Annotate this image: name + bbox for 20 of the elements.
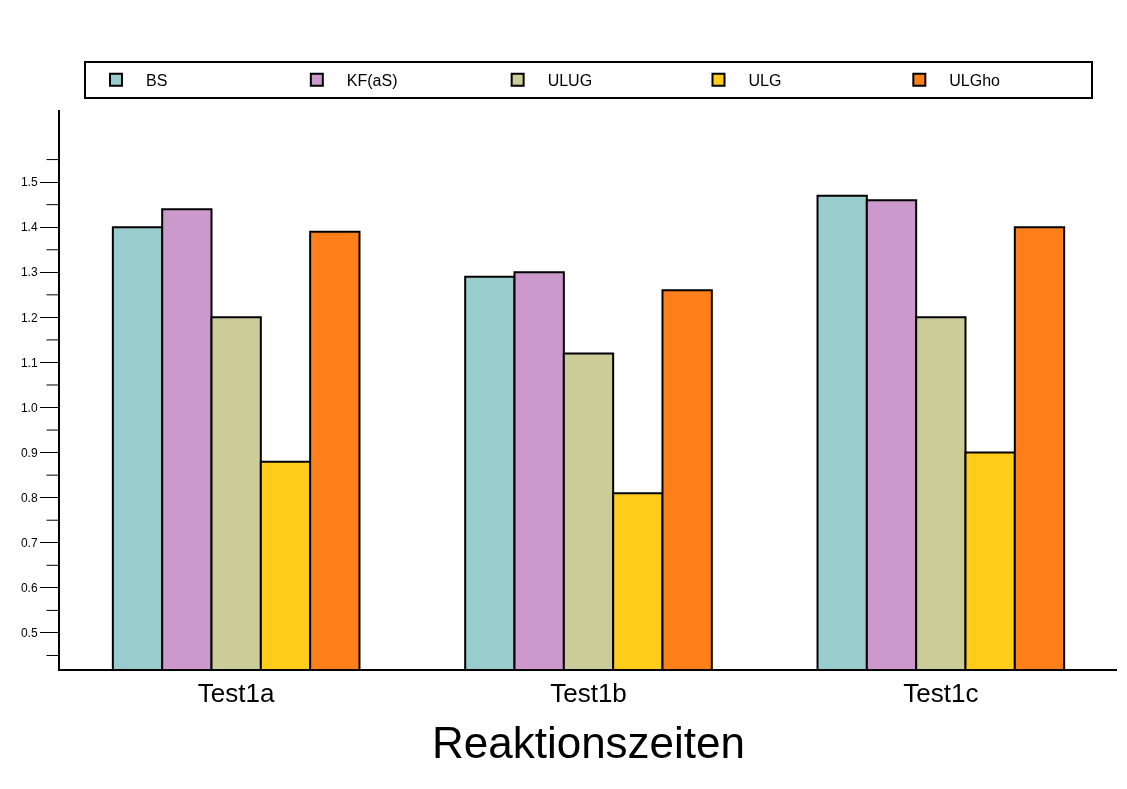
x-tick-label: Test1b (550, 678, 627, 709)
y-tick-label: 0.5 (20, 626, 38, 641)
x-tick-label: Test1a (197, 678, 276, 709)
y-tick-label: 0.7 (20, 535, 38, 550)
y-tick-label: 0.6 (20, 581, 38, 596)
y-tick-label: 1.2 (20, 310, 38, 325)
y-tick-label: 1.1 (20, 355, 38, 370)
legend-label: KF(aS) (346, 71, 398, 89)
legend-label: ULUG (547, 71, 593, 89)
y-tick-label: 0.9 (20, 445, 38, 460)
y-tick-label: 0.8 (20, 490, 38, 505)
y-tick-label: 1.0 (20, 400, 38, 415)
legend-label: ULGho (949, 71, 1001, 89)
legend-label: ULG (748, 71, 782, 89)
x-axis-title: Reaktionszeiten (431, 718, 746, 767)
y-tick-label: 1.4 (20, 220, 38, 235)
y-tick-label: 1.5 (20, 175, 38, 190)
legend-label: BS (146, 71, 168, 89)
x-tick-label: Test1c (903, 678, 979, 709)
y-tick-label: 1.3 (20, 265, 38, 280)
